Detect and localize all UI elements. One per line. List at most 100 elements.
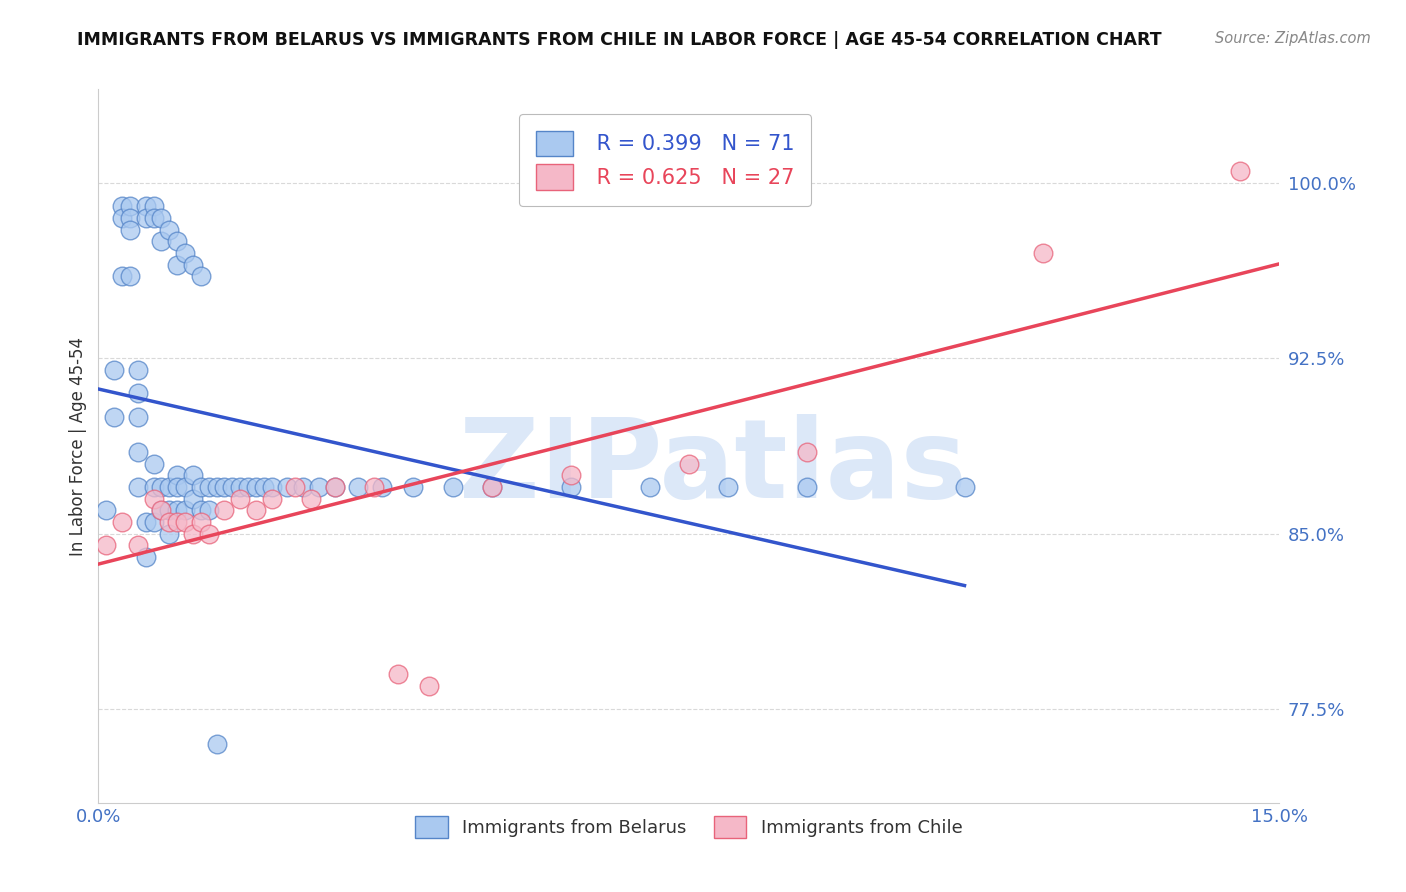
Point	[717, 480, 740, 494]
Point	[190, 480, 212, 494]
Point	[214, 503, 236, 517]
Point	[245, 503, 267, 517]
Point	[150, 503, 173, 517]
Point	[284, 480, 307, 494]
Point	[142, 211, 165, 225]
Point	[174, 515, 197, 529]
Point	[197, 503, 219, 517]
Point	[481, 480, 503, 494]
Point	[166, 258, 188, 272]
Point	[276, 480, 298, 494]
Point	[118, 269, 141, 284]
Point	[166, 234, 188, 248]
Point	[135, 515, 157, 529]
Point	[142, 457, 165, 471]
Text: ZIPatlas: ZIPatlas	[458, 414, 966, 521]
Point	[560, 480, 582, 494]
Legend:  R = 0.399   N = 71,  R = 0.625   N = 27: R = 0.399 N = 71, R = 0.625 N = 27	[519, 114, 811, 206]
Point	[111, 199, 134, 213]
Point	[135, 199, 157, 213]
Point	[111, 515, 134, 529]
Point	[796, 480, 818, 494]
Point	[441, 480, 464, 494]
Point	[157, 480, 180, 494]
Point	[103, 409, 125, 424]
Point	[260, 491, 283, 506]
Point	[181, 258, 204, 272]
Point	[111, 211, 134, 225]
Point	[214, 480, 236, 494]
Point	[678, 457, 700, 471]
Point	[96, 538, 118, 552]
Point	[236, 480, 259, 494]
Point	[229, 480, 252, 494]
Point	[157, 515, 180, 529]
Point	[118, 199, 141, 213]
Point	[150, 503, 173, 517]
Text: IMMIGRANTS FROM BELARUS VS IMMIGRANTS FROM CHILE IN LABOR FORCE | AGE 45-54 CORR: IMMIGRANTS FROM BELARUS VS IMMIGRANTS FR…	[77, 31, 1161, 49]
Point	[150, 480, 173, 494]
Point	[135, 550, 157, 565]
Point	[118, 211, 141, 225]
Point	[127, 386, 149, 401]
Point	[111, 269, 134, 284]
Point	[142, 480, 165, 494]
Point	[387, 667, 409, 681]
Point	[260, 480, 283, 494]
Point	[157, 222, 180, 236]
Point	[166, 503, 188, 517]
Point	[221, 480, 243, 494]
Point	[157, 503, 180, 517]
Point	[292, 480, 315, 494]
Point	[190, 269, 212, 284]
Point	[1032, 246, 1054, 260]
Point	[174, 246, 197, 260]
Point	[347, 480, 370, 494]
Point	[1229, 164, 1251, 178]
Point	[481, 480, 503, 494]
Point	[166, 480, 188, 494]
Point	[166, 468, 188, 483]
Text: Source: ZipAtlas.com: Source: ZipAtlas.com	[1215, 31, 1371, 46]
Point	[150, 211, 173, 225]
Point	[142, 199, 165, 213]
Point	[142, 491, 165, 506]
Point	[308, 480, 330, 494]
Point	[560, 468, 582, 483]
Point	[796, 445, 818, 459]
Point	[253, 480, 276, 494]
Point	[181, 526, 204, 541]
Point	[205, 480, 228, 494]
Point	[157, 526, 180, 541]
Point	[181, 491, 204, 506]
Point	[127, 538, 149, 552]
Point	[323, 480, 346, 494]
Point	[953, 480, 976, 494]
Point	[174, 503, 197, 517]
Point	[127, 409, 149, 424]
Point	[638, 480, 661, 494]
Point	[190, 515, 212, 529]
Point	[166, 515, 188, 529]
Point	[127, 480, 149, 494]
Point	[197, 526, 219, 541]
Point	[323, 480, 346, 494]
Point	[103, 363, 125, 377]
Y-axis label: In Labor Force | Age 45-54: In Labor Force | Age 45-54	[69, 336, 87, 556]
Point	[150, 234, 173, 248]
Point	[135, 211, 157, 225]
Point	[418, 679, 440, 693]
Point	[245, 480, 267, 494]
Point	[142, 515, 165, 529]
Point	[174, 480, 197, 494]
Point	[229, 491, 252, 506]
Point	[190, 503, 212, 517]
Point	[127, 363, 149, 377]
Point	[299, 491, 322, 506]
Point	[96, 503, 118, 517]
Point	[205, 737, 228, 751]
Point	[363, 480, 385, 494]
Point	[371, 480, 394, 494]
Point	[181, 468, 204, 483]
Point	[402, 480, 425, 494]
